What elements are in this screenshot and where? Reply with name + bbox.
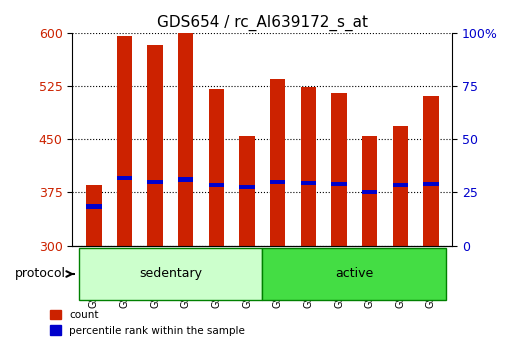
Bar bbox=[86, 185, 102, 246]
Bar bbox=[301, 181, 316, 185]
Bar bbox=[423, 182, 439, 186]
Text: active: active bbox=[335, 267, 373, 280]
Bar bbox=[178, 32, 193, 246]
Legend: count, percentile rank within the sample: count, percentile rank within the sample bbox=[46, 306, 249, 340]
Bar bbox=[362, 136, 378, 246]
Text: protocol: protocol bbox=[15, 267, 66, 280]
Bar bbox=[117, 36, 132, 246]
Bar bbox=[148, 179, 163, 184]
Bar bbox=[331, 93, 347, 246]
Bar bbox=[392, 183, 408, 187]
Bar bbox=[423, 97, 439, 246]
Bar bbox=[301, 87, 316, 246]
FancyBboxPatch shape bbox=[263, 248, 446, 299]
Bar bbox=[270, 79, 285, 246]
Bar bbox=[178, 177, 193, 182]
Text: sedentary: sedentary bbox=[139, 267, 202, 280]
Bar bbox=[331, 182, 347, 186]
Bar bbox=[362, 190, 378, 195]
Bar bbox=[209, 89, 224, 246]
Bar bbox=[392, 126, 408, 246]
Bar bbox=[148, 45, 163, 246]
Bar bbox=[117, 176, 132, 180]
FancyBboxPatch shape bbox=[78, 248, 263, 299]
Bar bbox=[86, 204, 102, 209]
Bar bbox=[240, 185, 255, 189]
Bar bbox=[209, 183, 224, 187]
Bar bbox=[240, 136, 255, 246]
Bar bbox=[270, 179, 285, 184]
Title: GDS654 / rc_AI639172_s_at: GDS654 / rc_AI639172_s_at bbox=[157, 15, 368, 31]
